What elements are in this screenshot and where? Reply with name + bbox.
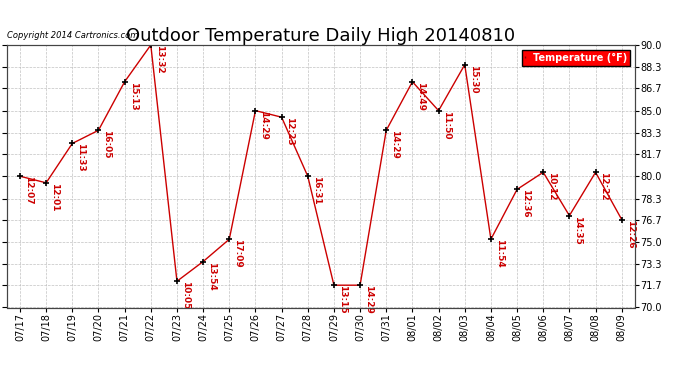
Text: 11:33: 11:33 xyxy=(76,144,86,172)
Text: 12:01: 12:01 xyxy=(50,183,59,211)
Text: 12:22: 12:22 xyxy=(600,172,609,201)
Text: 14:29: 14:29 xyxy=(364,285,373,314)
Title: Outdoor Temperature Daily High 20140810: Outdoor Temperature Daily High 20140810 xyxy=(126,27,515,45)
Text: 11:50: 11:50 xyxy=(442,111,451,139)
Text: Copyright 2014 Cartronics.com: Copyright 2014 Cartronics.com xyxy=(7,31,138,40)
Text: 12:36: 12:36 xyxy=(521,189,530,218)
Text: 16:31: 16:31 xyxy=(312,176,321,205)
Text: 10:05: 10:05 xyxy=(181,281,190,310)
Text: 16:05: 16:05 xyxy=(102,130,111,159)
Text: 14:29: 14:29 xyxy=(259,111,268,140)
Text: 15:13: 15:13 xyxy=(128,82,137,110)
Text: 15:30: 15:30 xyxy=(469,64,477,93)
Text: 14:49: 14:49 xyxy=(416,82,425,111)
Text: 13:54: 13:54 xyxy=(207,261,216,290)
Text: 12:07: 12:07 xyxy=(24,176,33,205)
Text: 12:23: 12:23 xyxy=(286,117,295,146)
Text: 14:35: 14:35 xyxy=(573,216,582,244)
Text: 11:54: 11:54 xyxy=(495,239,504,268)
Text: 10:12: 10:12 xyxy=(547,172,556,201)
Text: 12:26: 12:26 xyxy=(626,219,635,248)
Text: 13:32: 13:32 xyxy=(155,45,164,74)
Legend: Temperature (°F): Temperature (°F) xyxy=(522,50,630,66)
Text: 13:15: 13:15 xyxy=(338,285,347,314)
Text: 17:09: 17:09 xyxy=(233,239,242,268)
Text: 14:29: 14:29 xyxy=(390,130,400,159)
